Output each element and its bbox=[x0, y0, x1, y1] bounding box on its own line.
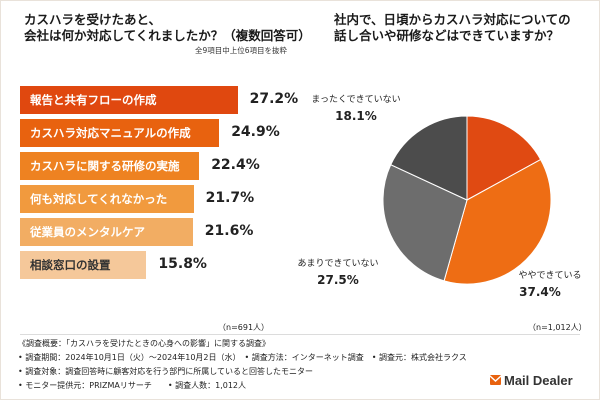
bar bbox=[20, 251, 147, 279]
pie-slice-label: まったくできていない bbox=[311, 94, 400, 105]
bar-value-label: 27.2% bbox=[249, 91, 299, 107]
footer-survey-title: 《調査概要：「カスハラを受けたときの心身への影響」に関する調査》 bbox=[18, 339, 270, 348]
footer-divider bbox=[20, 334, 580, 335]
bar bbox=[20, 185, 194, 213]
pie-slice-label: できている bbox=[520, 102, 565, 113]
pie-slice bbox=[390, 115, 468, 201]
bar bbox=[20, 86, 238, 114]
pie-slice-value: 37.4% bbox=[519, 285, 561, 299]
pie-slice-value: 27.5% bbox=[317, 273, 359, 287]
footer-survey-target: • 調査対象：調査回答時に顧客対応を行う部門に所属していると回答したモニター bbox=[18, 367, 314, 376]
bar bbox=[20, 152, 200, 180]
pie-slice-label: あまりできていない bbox=[297, 258, 378, 269]
bar bbox=[20, 218, 193, 246]
bar-chart-note: 全9項目中上位6項目を抜粋 bbox=[195, 46, 288, 55]
pie-slice-value: 18.1% bbox=[335, 109, 377, 123]
pie-slice-label: ややできている bbox=[518, 270, 581, 281]
bar-value-label: 22.4% bbox=[211, 157, 260, 173]
bar-value-label: 21.7% bbox=[205, 190, 255, 206]
bar-category-label: 報告と共有フローの作成 bbox=[30, 93, 157, 107]
pie-chart-title: 社内で、日頃からカスハラ対応についての 話し合いや研修などはできていますか？ bbox=[334, 12, 571, 44]
pie-chart-title-line2: 話し合いや研修などはできていますか？ bbox=[334, 28, 560, 43]
bar-category-label: カスハラに関する研修の実施 bbox=[30, 159, 180, 173]
bar-chart-title-line2: 会社は何か対応してくれましたか？（複数回答可） bbox=[24, 28, 311, 43]
bar-chart-sample-size: （n=691人） bbox=[218, 323, 270, 332]
bar bbox=[20, 119, 220, 147]
bar-row: カスハラ対応マニュアルの作成 24.9% bbox=[20, 119, 289, 147]
pie-slice bbox=[443, 158, 552, 285]
bar-chart-title-line1: カスハラを受けたあと、 bbox=[24, 12, 162, 27]
bar-row: 何も対応してくれなかった 21.7% bbox=[20, 185, 264, 213]
bar-row: 相談窓口の設置 15.8% bbox=[20, 251, 216, 279]
bar-category-label: 従業員のメンタルケア bbox=[30, 225, 145, 239]
bar-value-label: 24.9% bbox=[231, 124, 280, 140]
bar-row: カスハラに関する研修の実施 22.4% bbox=[20, 152, 269, 180]
pie-chart-sample-size: （n=1,012人） bbox=[528, 323, 587, 332]
bar-category-label: 何も対応してくれなかった bbox=[30, 192, 168, 206]
mail-dealer-logo: Mail Dealer bbox=[504, 373, 573, 388]
bar-row: 従業員のメンタルケア 21.6% bbox=[20, 218, 263, 246]
pie-chart-title-line1: 社内で、日頃からカスハラ対応についての bbox=[334, 12, 571, 27]
bar-value-label: 21.6% bbox=[204, 223, 254, 239]
footer-survey-period: • 調査期間：2024年10月1日（火）〜2024年10月2日（水） • 調査方… bbox=[18, 353, 467, 362]
bar-category-label: 相談窓口の設置 bbox=[30, 258, 111, 272]
pie-slice bbox=[382, 164, 468, 282]
pie-slice-value: 17.0% bbox=[520, 115, 562, 129]
bar-value-label: 15.8% bbox=[158, 256, 207, 272]
bar-chart-title: カスハラを受けたあと、 会社は何か対応してくれましたか？（複数回答可） bbox=[24, 12, 311, 44]
bar-row: 報告と共有フローの作成 27.2% bbox=[20, 86, 308, 114]
mail-dealer-logo-icon bbox=[489, 375, 502, 385]
footer-survey-provider: • モニター提供元：PRIZMAリサーチ • 調査人数：1,012人 bbox=[18, 381, 247, 390]
bar-category-label: カスハラ対応マニュアルの作成 bbox=[30, 126, 191, 140]
pie-slice bbox=[466, 115, 542, 201]
